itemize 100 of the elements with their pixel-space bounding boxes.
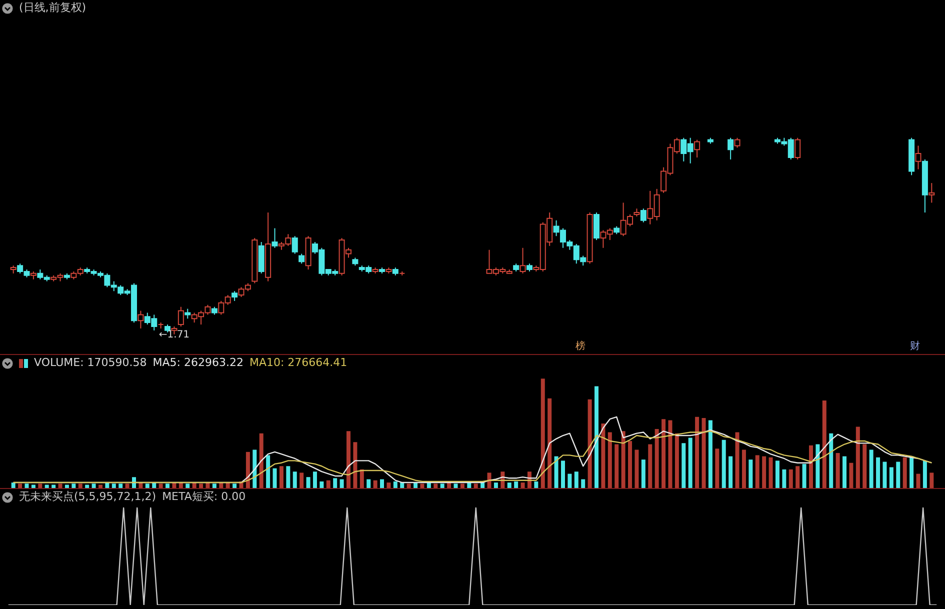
bar	[386, 482, 391, 488]
bar	[192, 482, 196, 488]
bar	[662, 419, 666, 488]
bar	[628, 440, 632, 488]
bar	[406, 484, 411, 488]
bar	[178, 482, 183, 488]
bar	[722, 440, 726, 488]
bar	[634, 450, 639, 488]
bar	[849, 462, 854, 488]
bar	[266, 455, 270, 488]
bar	[152, 482, 156, 488]
bar	[842, 456, 847, 488]
bar	[434, 484, 438, 488]
candlestick	[640, 208, 646, 223]
bar	[574, 472, 578, 488]
bar	[132, 477, 136, 488]
bar	[802, 464, 806, 488]
bar	[172, 482, 176, 488]
bar	[816, 444, 820, 488]
bar	[922, 460, 927, 488]
bar	[232, 484, 237, 488]
bar	[206, 482, 210, 488]
bar	[514, 481, 518, 488]
bar	[775, 460, 780, 488]
bar	[440, 484, 444, 488]
series-label: META短买: 0.00	[162, 489, 246, 505]
bar	[507, 482, 512, 488]
bar	[312, 472, 317, 488]
candlestick	[734, 137, 740, 148]
bar	[78, 484, 82, 488]
bar	[52, 484, 56, 488]
bar	[11, 482, 16, 488]
bar	[836, 453, 840, 488]
bar	[467, 482, 472, 488]
text: 榜	[575, 340, 586, 352]
candlestick	[594, 212, 600, 241]
bar	[400, 482, 404, 488]
legend-label: VOLUME: 170590.58	[34, 355, 147, 371]
bar	[554, 456, 558, 488]
bar	[199, 484, 204, 488]
bar	[728, 456, 733, 488]
bar	[393, 481, 398, 488]
bar	[621, 431, 626, 488]
bar	[856, 426, 860, 488]
candlestick	[184, 308, 191, 320]
text: MA10: 276664.41	[249, 355, 348, 371]
bar	[426, 482, 431, 488]
candlestick	[272, 228, 278, 248]
bar	[755, 455, 760, 488]
bar	[212, 484, 216, 488]
bar	[460, 484, 464, 488]
bar	[708, 420, 712, 488]
bar	[64, 484, 69, 488]
bar	[373, 480, 378, 488]
bar	[882, 462, 887, 488]
bar	[910, 456, 914, 488]
bar	[796, 466, 800, 488]
bar	[916, 474, 920, 488]
bar	[540, 378, 545, 488]
candlestick	[915, 145, 922, 170]
bar	[654, 428, 659, 488]
bar	[125, 484, 130, 488]
bar	[320, 481, 324, 488]
chart-title: (日线,前复权)	[19, 0, 86, 16]
bar	[896, 462, 900, 488]
bar	[145, 484, 150, 488]
bar	[788, 469, 793, 488]
bar	[44, 484, 49, 488]
bar	[252, 450, 257, 488]
bar	[614, 444, 619, 488]
candlestick	[794, 137, 801, 160]
candlestick	[928, 182, 935, 204]
bar	[581, 479, 586, 488]
bar	[360, 469, 364, 488]
bar	[588, 399, 592, 488]
bar	[447, 482, 452, 488]
bar	[648, 444, 652, 488]
bar	[24, 484, 29, 488]
bar	[38, 484, 42, 488]
bar	[762, 456, 766, 488]
bar	[454, 484, 458, 488]
bar	[889, 467, 894, 488]
bar	[487, 472, 492, 488]
bar	[534, 481, 538, 488]
bar	[72, 484, 76, 488]
bar	[594, 386, 599, 488]
bar	[112, 484, 116, 488]
bar	[869, 450, 874, 488]
bar	[31, 484, 36, 488]
bar	[480, 482, 485, 488]
bar	[688, 438, 692, 488]
bar	[340, 479, 344, 488]
bar	[608, 432, 612, 488]
text: MA5: 262963.22	[152, 355, 244, 371]
bar	[641, 460, 646, 488]
bar	[279, 466, 284, 488]
candlestick	[520, 247, 526, 274]
bar	[520, 482, 525, 488]
bar	[246, 452, 250, 488]
bar	[333, 478, 338, 488]
